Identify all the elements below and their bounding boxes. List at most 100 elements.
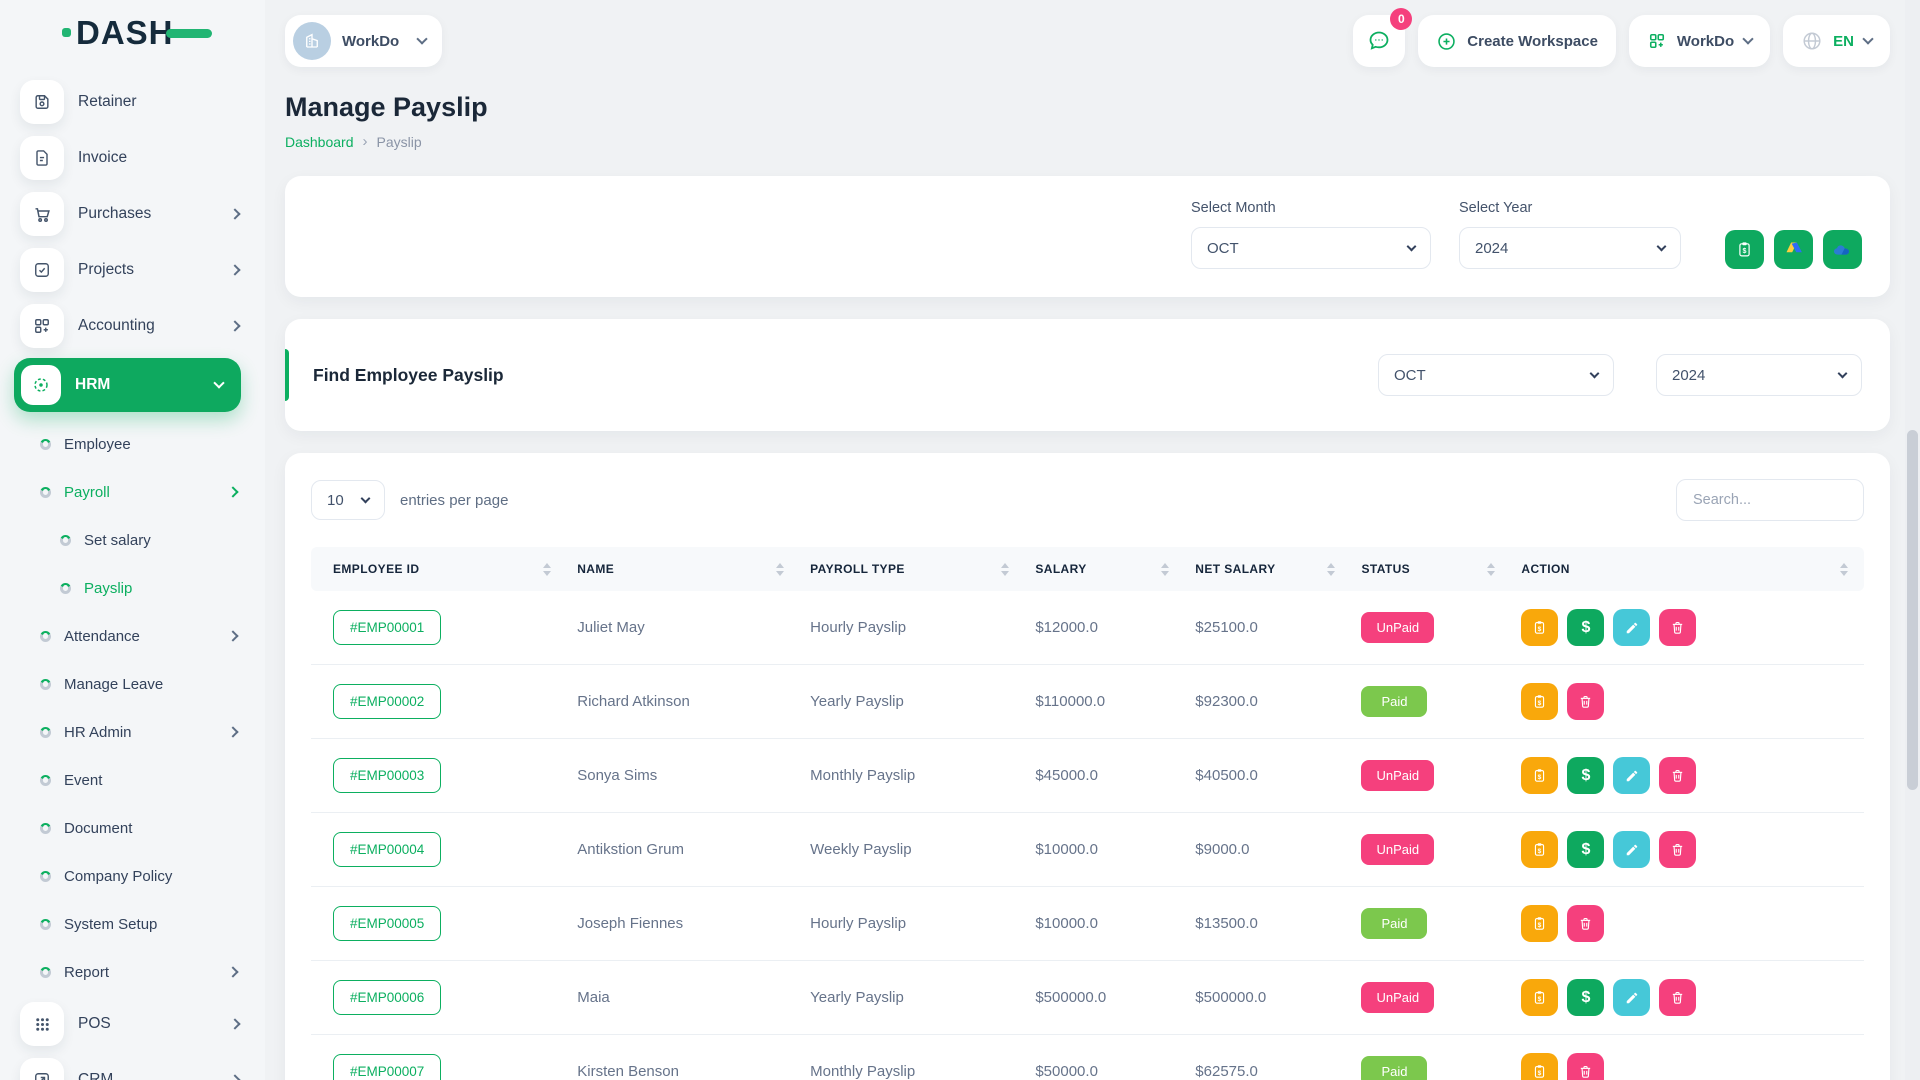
sidebar-item-attendance[interactable]: Attendance [0, 612, 265, 660]
find-year-select[interactable]: 2024 [1656, 354, 1862, 396]
salary: $110000.0 [1025, 664, 1186, 739]
column-header-payroll-type[interactable]: PAYROLL TYPE [800, 547, 1026, 591]
select-year-label: Select Year [1459, 200, 1533, 216]
column-header-status[interactable]: STATUS [1351, 547, 1512, 591]
language-button[interactable]: EN [1783, 15, 1890, 67]
bulk-payslip-button[interactable]: $ [1725, 230, 1764, 269]
workspace-name: WorkDo [342, 32, 400, 50]
make-payment-button[interactable]: $ [1567, 609, 1605, 646]
edit-button[interactable] [1613, 831, 1651, 868]
make-payment-button[interactable]: $ [1567, 979, 1605, 1016]
dollar-icon: $ [1581, 766, 1591, 784]
find-employee-payslip-card: Find Employee Payslip OCT 2024 [285, 319, 1890, 431]
page-scrollbar[interactable] [1905, 0, 1920, 1080]
sidebar-item-system-setup[interactable]: System Setup [0, 900, 265, 948]
sidebar-item-label: Purchases [78, 205, 152, 222]
make-payment-button[interactable]: $ [1567, 831, 1605, 868]
employee-id-badge[interactable]: #EMP00004 [333, 832, 442, 867]
employee-id-badge[interactable]: #EMP00007 [333, 1054, 442, 1080]
sidebar-item-hr-admin[interactable]: HR Admin [0, 708, 265, 756]
bullet-icon [40, 630, 51, 642]
payslip-button[interactable]: $ [1521, 831, 1559, 868]
column-header-action[interactable]: ACTION [1511, 547, 1864, 591]
chevron-right-icon [227, 486, 239, 498]
delete-button[interactable] [1659, 831, 1697, 868]
sidebar-item-invoice[interactable]: Invoice [0, 130, 265, 186]
sidebar-item-report[interactable]: Report [0, 948, 265, 996]
sidebar-item-purchases[interactable]: Purchases [0, 186, 265, 242]
search-input[interactable] [1676, 479, 1864, 521]
clipboard-dollar-icon: $ [1535, 695, 1545, 708]
edit-button[interactable] [1613, 609, 1651, 646]
onedrive-export-button[interactable] [1823, 230, 1862, 269]
sidebar-item-payroll[interactable]: Payroll [0, 468, 265, 516]
payslip-button[interactable]: $ [1521, 979, 1559, 1016]
sidebar-item-pos[interactable]: POS [0, 996, 265, 1052]
bullet-icon [40, 822, 51, 834]
workspace-switcher[interactable]: WorkDo [285, 15, 443, 67]
chevron-down-icon [1742, 33, 1754, 45]
payslip-button[interactable]: $ [1521, 905, 1559, 942]
google-drive-export-button[interactable] [1774, 230, 1813, 269]
sidebar-item-label: HRM [75, 376, 111, 393]
chevron-right-icon [229, 208, 241, 220]
entries-per-page-select[interactable]: 10 [311, 480, 385, 520]
employee-id-badge[interactable]: #EMP00006 [333, 980, 442, 1015]
payslip-button[interactable]: $ [1521, 609, 1559, 646]
sidebar-item-set-salary[interactable]: Set salary [0, 516, 265, 564]
sidebar-item-projects[interactable]: Projects [0, 242, 265, 298]
status-badge: UnPaid [1361, 760, 1435, 791]
find-month-select[interactable]: OCT [1378, 354, 1614, 396]
employee-id-badge[interactable]: #EMP00003 [333, 758, 442, 793]
sidebar-item-payslip[interactable]: Payslip [0, 564, 265, 612]
create-workspace-button[interactable]: Create Workspace [1418, 15, 1616, 67]
payslip-button[interactable]: $ [1521, 683, 1559, 720]
delete-button[interactable] [1567, 905, 1605, 942]
edit-button[interactable] [1613, 757, 1651, 794]
messages-button[interactable]: 0 [1353, 8, 1413, 67]
sidebar-item-manage-leave[interactable]: Manage Leave [0, 660, 265, 708]
sidebar-item-crm[interactable]: CRM [0, 1052, 265, 1080]
sort-icon [1161, 562, 1170, 576]
delete-button[interactable] [1567, 683, 1605, 720]
scrollbar-thumb[interactable] [1907, 430, 1918, 790]
payslip-button[interactable]: $ [1521, 1053, 1559, 1080]
column-header-salary[interactable]: SALARY [1025, 547, 1186, 591]
select-year[interactable]: 2024 [1459, 227, 1681, 269]
delete-button[interactable] [1659, 757, 1697, 794]
status-badge: Paid [1361, 1056, 1428, 1080]
svg-text:$: $ [1538, 700, 1542, 707]
delete-button[interactable] [1567, 1053, 1605, 1080]
status-badge: UnPaid [1361, 834, 1435, 865]
breadcrumb-dashboard-link[interactable]: Dashboard [285, 133, 354, 150]
breadcrumb-current: Payslip [376, 133, 422, 150]
breadcrumb: Dashboard › Payslip [285, 133, 1890, 150]
sidebar-item-event[interactable]: Event [0, 756, 265, 804]
chevron-down-icon [1862, 33, 1874, 45]
delete-button[interactable] [1659, 979, 1697, 1016]
employee-id-badge[interactable]: #EMP00001 [333, 610, 442, 645]
dollar-icon: $ [1581, 618, 1591, 636]
sidebar-item-company-policy[interactable]: Company Policy [0, 852, 265, 900]
sidebar-item-hrm[interactable]: HRM [14, 358, 241, 412]
edit-button[interactable] [1613, 979, 1651, 1016]
net-salary: $40500.0 [1185, 738, 1352, 813]
workspace-menu-button[interactable]: WorkDo [1628, 15, 1771, 67]
make-payment-button[interactable]: $ [1567, 757, 1605, 794]
sidebar-item-accounting[interactable]: Accounting [0, 298, 265, 354]
column-header-name[interactable]: NAME [567, 547, 801, 591]
column-header-employee-id[interactable]: EMPLOYEE ID [311, 547, 568, 591]
trash-icon [1673, 621, 1683, 634]
sidebar-item-employee[interactable]: Employee [0, 420, 265, 468]
select-month[interactable]: OCT [1191, 227, 1431, 269]
sidebar-item-retainer[interactable]: Retainer [0, 74, 265, 130]
payslip-button[interactable]: $ [1521, 757, 1559, 794]
clipboard-dollar-icon: $ [1739, 242, 1750, 257]
delete-button[interactable] [1659, 609, 1697, 646]
crm-icon [20, 1058, 64, 1080]
employee-id-badge[interactable]: #EMP00002 [333, 684, 442, 719]
column-header-net-salary[interactable]: NET SALARY [1185, 547, 1352, 591]
sidebar-item-document[interactable]: Document [0, 804, 265, 852]
sidebar-nav: Retainer Invoice Purchases Projects [0, 64, 265, 1080]
employee-id-badge[interactable]: #EMP00005 [333, 906, 442, 941]
